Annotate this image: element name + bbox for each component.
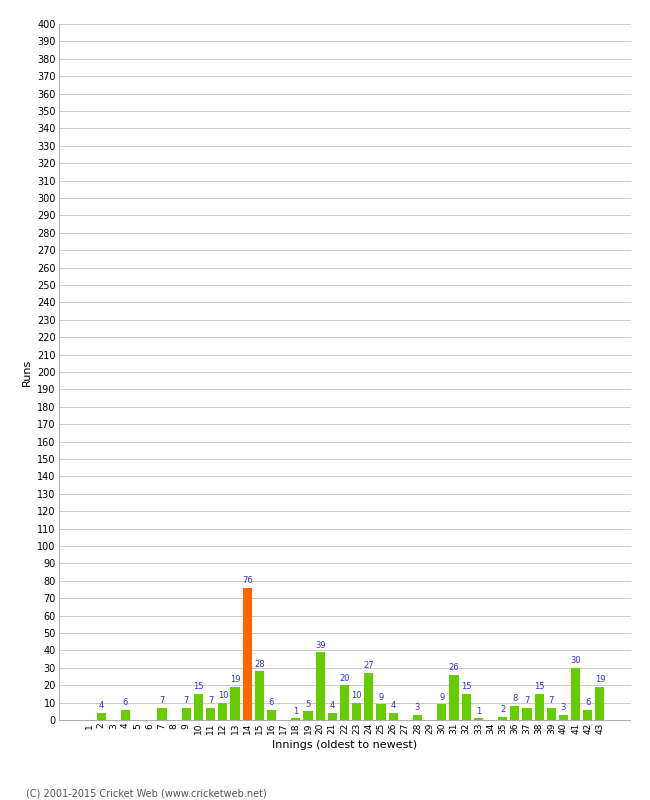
Text: 9: 9: [378, 693, 383, 702]
Text: 39: 39: [315, 641, 326, 650]
Text: 6: 6: [585, 698, 590, 707]
Bar: [510, 706, 519, 720]
Bar: [340, 685, 349, 720]
Bar: [352, 702, 361, 720]
Text: 15: 15: [193, 682, 204, 691]
Bar: [97, 713, 106, 720]
Bar: [121, 710, 130, 720]
Text: 4: 4: [391, 702, 396, 710]
Text: 7: 7: [208, 696, 213, 706]
Bar: [437, 704, 447, 720]
Bar: [498, 717, 507, 720]
Text: 15: 15: [461, 682, 471, 691]
Text: 27: 27: [363, 662, 374, 670]
Text: 3: 3: [415, 703, 420, 712]
Text: 8: 8: [512, 694, 517, 703]
Text: 9: 9: [439, 693, 445, 702]
Bar: [449, 674, 458, 720]
Bar: [328, 713, 337, 720]
Text: 7: 7: [525, 696, 530, 706]
Text: 4: 4: [99, 702, 104, 710]
Text: 28: 28: [254, 660, 265, 669]
Bar: [547, 708, 556, 720]
Text: 1: 1: [293, 706, 298, 716]
Bar: [571, 668, 580, 720]
Text: 3: 3: [561, 703, 566, 712]
Text: 30: 30: [570, 656, 581, 665]
Bar: [583, 710, 592, 720]
Bar: [316, 652, 325, 720]
Text: 19: 19: [595, 675, 605, 684]
Text: 19: 19: [230, 675, 240, 684]
Bar: [242, 588, 252, 720]
Bar: [182, 708, 191, 720]
Bar: [255, 671, 264, 720]
Text: 1: 1: [476, 706, 481, 716]
Bar: [218, 702, 227, 720]
Bar: [389, 713, 398, 720]
Text: 15: 15: [534, 682, 544, 691]
Text: 10: 10: [218, 691, 228, 700]
Bar: [194, 694, 203, 720]
Bar: [474, 718, 483, 720]
Text: 7: 7: [159, 696, 164, 706]
Bar: [231, 687, 240, 720]
Text: 7: 7: [184, 696, 189, 706]
Text: 4: 4: [330, 702, 335, 710]
Bar: [413, 714, 422, 720]
Text: 20: 20: [339, 674, 350, 682]
Text: 6: 6: [269, 698, 274, 707]
Bar: [523, 708, 532, 720]
Text: 6: 6: [123, 698, 128, 707]
Text: (C) 2001-2015 Cricket Web (www.cricketweb.net): (C) 2001-2015 Cricket Web (www.cricketwe…: [26, 788, 266, 798]
Text: 10: 10: [352, 691, 362, 700]
Bar: [376, 704, 385, 720]
Bar: [267, 710, 276, 720]
Text: 5: 5: [306, 700, 311, 709]
Bar: [559, 714, 568, 720]
Bar: [206, 708, 215, 720]
Text: 2: 2: [500, 705, 505, 714]
Bar: [157, 708, 166, 720]
Text: 26: 26: [448, 663, 460, 672]
Bar: [291, 718, 300, 720]
Bar: [364, 673, 373, 720]
Text: 7: 7: [549, 696, 554, 706]
Bar: [462, 694, 471, 720]
Y-axis label: Runs: Runs: [21, 358, 32, 386]
Text: 76: 76: [242, 576, 253, 585]
Bar: [595, 687, 604, 720]
Bar: [304, 711, 313, 720]
Bar: [534, 694, 543, 720]
X-axis label: Innings (oldest to newest): Innings (oldest to newest): [272, 740, 417, 750]
